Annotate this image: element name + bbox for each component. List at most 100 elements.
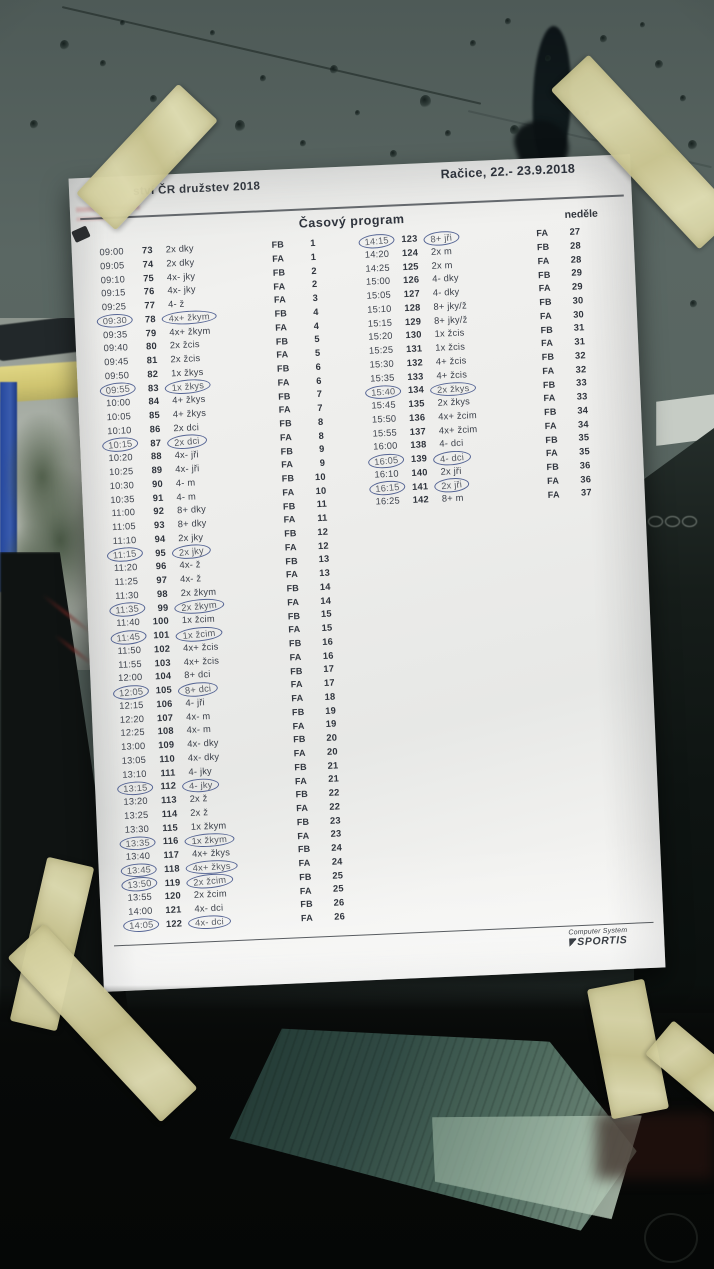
raindrop (680, 95, 686, 102)
final-code: FA (538, 283, 551, 294)
race-time: 16:15 (363, 479, 406, 498)
race-time: 13:00 (120, 741, 146, 753)
heat-number: 20 (326, 746, 338, 757)
heat-number: 32 (574, 350, 586, 361)
raindrop (545, 55, 551, 62)
heat-number: 9 (319, 457, 326, 469)
heat-number: 24 (330, 842, 343, 854)
final-code: FB (289, 665, 303, 677)
race-time: 13:30 (124, 823, 150, 835)
race-time: 14:05 (117, 917, 160, 934)
race-number: 110 (159, 753, 176, 765)
heat-number: 36 (579, 460, 591, 471)
dashboard-red-reflection (596, 1113, 714, 1179)
race-number: 91 (152, 492, 164, 503)
pen-circle-annotation: 4x- dci (187, 914, 232, 931)
race-number: 128 (404, 302, 421, 314)
race-number: 74 (142, 259, 154, 270)
sportis-logo: Computer System SPORTIS (542, 926, 655, 950)
final-code: FB (275, 335, 289, 347)
heat-number: 37 (580, 487, 592, 499)
race-number: 88 (150, 451, 162, 462)
heat-number: 28 (570, 254, 582, 265)
race-number: 92 (153, 506, 165, 517)
race-number: 127 (403, 288, 421, 300)
heat-number: 31 (574, 336, 586, 347)
heat-number: 34 (577, 418, 589, 430)
heat-number: 20 (326, 732, 338, 744)
final-code: FB (298, 871, 312, 883)
final-code: FA (277, 377, 290, 388)
race-time: 10:05 (106, 411, 132, 423)
race-number: 98 (156, 588, 168, 600)
race-time: 11:05 (111, 521, 136, 533)
final-code: FB (277, 390, 291, 402)
race-time: 15:55 (372, 427, 398, 439)
race-number: 102 (153, 643, 171, 655)
final-code: FA (294, 775, 308, 786)
raindrop (510, 125, 519, 135)
race-time: 09:45 (104, 356, 129, 368)
final-code: FA (293, 747, 306, 759)
glass-emblem-circle (644, 1213, 698, 1263)
race-time: 12:20 (119, 713, 145, 725)
heat-number: 25 (332, 870, 344, 881)
race-time: 12:25 (120, 727, 145, 739)
schedule-column-right: 14:15 123 8+ jři FA 27 14:20 124 2x m FB 28 14:25 1… (352, 225, 592, 510)
race-time: 15:45 (371, 399, 396, 411)
race-number: 84 (148, 396, 160, 407)
heat-number: 22 (329, 801, 341, 812)
race-time: 11:15 (101, 546, 144, 564)
heat-number: 8 (317, 416, 324, 427)
final-code: FA (539, 310, 553, 322)
race-number: 97 (156, 574, 168, 586)
race-number: 106 (156, 698, 173, 710)
raindrop (390, 150, 397, 158)
raindrop (100, 60, 106, 67)
raindrop (330, 65, 338, 74)
heat-number: 35 (578, 432, 590, 444)
race-time: 13:35 (113, 835, 156, 852)
raindrop (690, 300, 697, 308)
race-time: 11:25 (114, 576, 139, 588)
venue-date: Račice, 22.- 23.9.2018 (440, 161, 576, 182)
final-code: FA (542, 365, 555, 377)
final-code: FB (295, 789, 309, 800)
final-code: FA (282, 486, 295, 498)
final-code: FB (291, 706, 305, 718)
race-time: 15:40 (359, 384, 402, 401)
race-number: 130 (405, 329, 422, 341)
race-number: 133 (407, 371, 424, 382)
heat-number: 15 (320, 609, 332, 620)
race-number: 137 (409, 426, 427, 437)
final-code: FA (271, 253, 285, 264)
heat-number: 16 (321, 636, 334, 647)
race-time: 12:00 (117, 672, 143, 684)
race-time: 15:20 (368, 331, 393, 343)
raindrop (260, 75, 266, 82)
final-code: FA (291, 693, 304, 704)
heat-number: 6 (315, 375, 322, 386)
race-number: 124 (401, 247, 419, 259)
race-time: 16:25 (375, 495, 401, 508)
final-code: FB (296, 816, 310, 828)
race-number: 113 (160, 794, 177, 806)
final-code: FA (278, 404, 291, 416)
heat-number: 33 (575, 377, 588, 389)
race-time: 15:25 (368, 344, 394, 356)
heat-number: 5 (314, 348, 321, 359)
final-code: FB (288, 638, 302, 649)
race-number: 107 (156, 712, 174, 724)
final-code: FA (537, 255, 550, 267)
raindrop (640, 22, 645, 28)
race-time: 13:10 (122, 768, 147, 780)
final-code: FA (290, 679, 303, 690)
final-code: FA (544, 420, 557, 431)
final-code: FB (297, 844, 311, 855)
race-number: 135 (408, 398, 425, 410)
raindrop (655, 60, 663, 69)
heat-number: 7 (316, 389, 323, 400)
pen-circle-annotation: 14:05 (122, 917, 160, 934)
race-time: 11:50 (117, 644, 142, 656)
